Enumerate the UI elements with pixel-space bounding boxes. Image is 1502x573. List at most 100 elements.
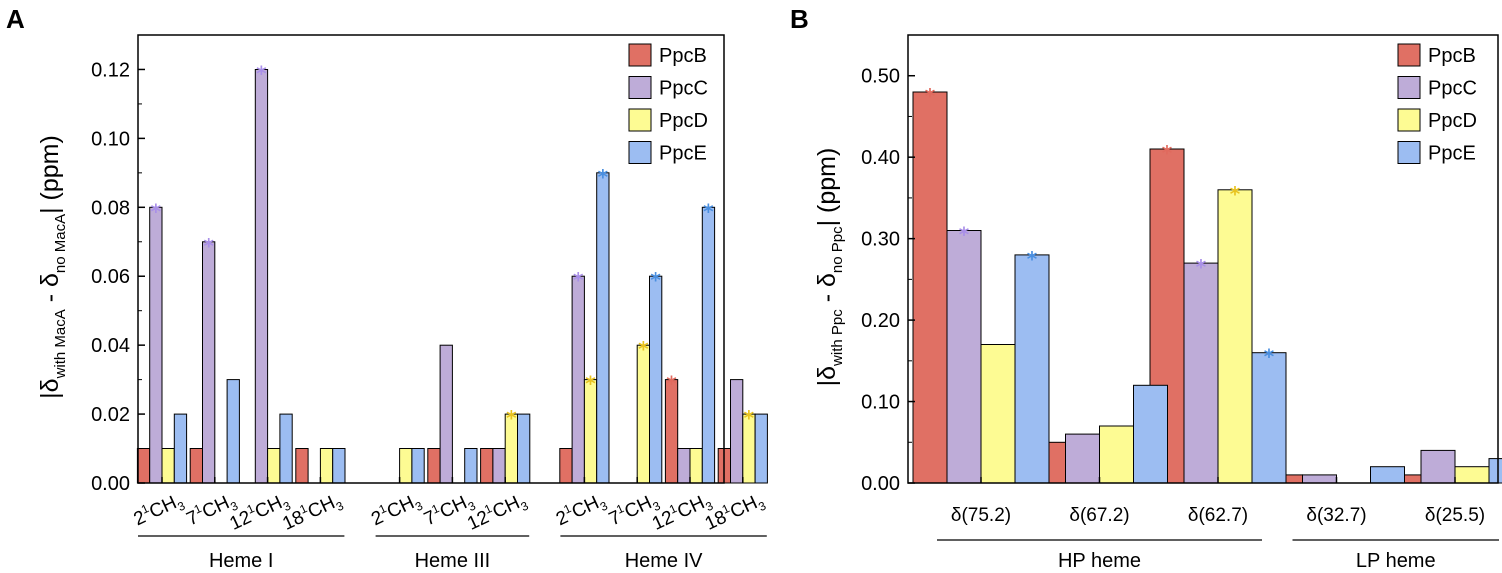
plot-frame: [907, 34, 1499, 484]
legend-swatch: [628, 43, 652, 67]
bar-ppcc-6: [492, 448, 506, 484]
bar-ppcc-1: [202, 241, 216, 484]
x-category-label: 21CH3: [367, 487, 425, 533]
significance-star: *: [151, 199, 162, 223]
bar-ppcb-6: [480, 448, 494, 484]
bar-ppcd-2: [1217, 189, 1253, 484]
bar-ppcb-1: [189, 448, 203, 484]
bar-ppce-3: [332, 448, 346, 484]
significance-star: *: [666, 372, 677, 396]
bar-ppcc-0: [149, 206, 163, 484]
group-label: HP heme: [1058, 550, 1141, 572]
legend: PpcB PpcC PpcD PpcE: [1397, 43, 1477, 165]
y-tick-label: 0.12: [91, 59, 130, 81]
legend-label: PpcC: [1428, 78, 1477, 100]
bar-ppce-2: [279, 413, 293, 484]
y-title-subscript: no Ppc: [829, 226, 846, 273]
y-axis-title: |δwith MacA - δno MacA| (ppm): [36, 135, 69, 399]
legend-label: PpcB: [1428, 45, 1476, 67]
category-main: CH: [489, 492, 523, 523]
bar-ppcd-0: [980, 344, 1016, 484]
significance-star: *: [506, 406, 517, 430]
category-main: CH: [569, 492, 603, 523]
group-labels: HP heme LP heme: [937, 539, 1499, 572]
y-title-part: | (ppm): [36, 135, 64, 214]
x-category-label: 121CH3: [463, 487, 531, 538]
bar-ppcd-9: [689, 448, 703, 484]
y-title-part: |δ: [813, 366, 841, 386]
x-category-label: δ(62.7): [1188, 505, 1248, 526]
y-tick-label: 0.10: [91, 128, 130, 150]
significance-stars: * * * * * * * * * * * *: [151, 62, 755, 431]
y-title-subscript: with MacA: [52, 309, 69, 379]
y-title-part: |δ: [36, 378, 64, 398]
panel-letter-b: B: [790, 4, 809, 34]
significance-star: *: [744, 406, 755, 430]
y-tick-label: 0.10: [861, 392, 900, 414]
category-main: CH: [305, 492, 339, 523]
significance-star: *: [256, 62, 267, 86]
y-title-part: - δ: [813, 273, 841, 309]
legend-label: PpcE: [659, 143, 707, 165]
group-label: LP heme: [1356, 550, 1436, 572]
bar-ppcc-10: [730, 379, 744, 484]
legend-label: PpcD: [1428, 110, 1477, 132]
y-title-part: - δ: [36, 273, 64, 309]
y-title-subscript: with Ppc: [829, 309, 846, 367]
y-tick-label: 0.50: [861, 66, 900, 88]
significance-star: *: [1027, 247, 1038, 271]
bar-ppcd-0: [161, 448, 175, 484]
bar-ppcd-4: [1454, 466, 1490, 484]
bar-ppce-5: [464, 448, 478, 484]
y-title-subscript: no MacA: [52, 214, 69, 273]
significance-star: *: [1196, 255, 1207, 279]
bar-ppcd-1: [1099, 425, 1134, 484]
bar-ppcc-0: [946, 230, 982, 484]
legend-swatch: [628, 141, 652, 164]
bar-ppce-4: [1488, 458, 1502, 484]
significance-star: *: [1264, 345, 1275, 369]
x-category-label: 21CH3: [129, 487, 187, 533]
x-category-label: δ(67.2): [1069, 505, 1129, 526]
bar-ppcd-8: [636, 344, 651, 484]
bar-ppcc-4: [1420, 449, 1456, 484]
significance-star: *: [959, 223, 970, 247]
x-category-label: 21CH3: [552, 487, 610, 533]
bar-ppce-2: [1251, 352, 1287, 484]
legend-swatch: [1397, 108, 1421, 132]
bar-ppce-1: [1133, 384, 1168, 484]
y-tick-label: 0.00: [861, 473, 900, 495]
group-label: Heme III: [415, 550, 491, 572]
bar-ppce-10: [754, 413, 768, 484]
legend-swatch: [1397, 76, 1421, 99]
chart-b: *******0.000.100.200.300.400.50δ(75.2) δ(…: [813, 34, 1502, 572]
significance-star: *: [573, 268, 584, 292]
bar-ppcc-9: [677, 448, 691, 484]
significance-star: *: [598, 165, 609, 189]
legend: PpcB PpcC PpcD PpcE: [628, 43, 708, 165]
bar-ppce-8: [649, 275, 663, 484]
bar-ppce-1: [226, 379, 240, 484]
significance-star: *: [203, 234, 214, 258]
bar-ppcb-0: [136, 448, 151, 484]
legend-label: PpcC: [659, 78, 708, 100]
legend-swatch: [628, 76, 652, 99]
x-category-label: δ(32.7): [1306, 505, 1366, 526]
panel-letter-a: A: [6, 4, 25, 34]
group-label: Heme IV: [625, 550, 703, 572]
y-axis: 0.00 0.10 0.20 0.30 0.40 0.50: [861, 66, 915, 495]
significance-star: *: [650, 268, 661, 292]
legend-swatch: [1397, 141, 1421, 164]
plot-frame: [137, 34, 725, 484]
bar-ppcd-3: [319, 448, 334, 484]
x-category-label: δ(75.2): [951, 505, 1011, 526]
x-axis: 21CH371CH3121CH3181CH321CH371CH3121CH321…: [129, 477, 768, 538]
bar-ppcb-7: [559, 448, 573, 484]
group-labels: Heme I Heme III Heme IV: [138, 535, 767, 572]
category-main: CH: [384, 492, 418, 523]
x-axis: δ(75.2) δ(67.2) δ(62.7) δ(32.7) δ(25.5): [951, 477, 1485, 526]
bar-ppcc-3: [1302, 474, 1337, 484]
legend-label: PpcB: [659, 45, 707, 67]
significance-star: *: [703, 199, 714, 223]
